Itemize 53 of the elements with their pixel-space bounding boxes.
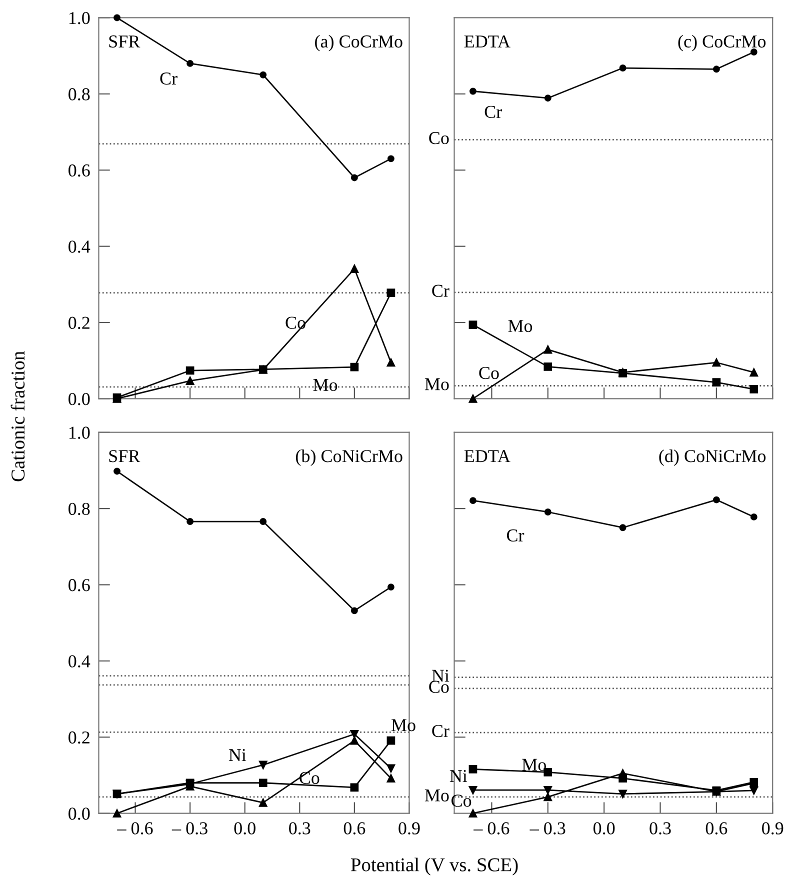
- text: (b) CoNiCrMo: [296, 450, 402, 466]
- annotation: SFR: [109, 35, 140, 48]
- y-tick-label: 0.4: [68, 655, 90, 668]
- series-label: Cr: [484, 106, 502, 118]
- text: (d) CoNiCrMo: [659, 450, 766, 466]
- y-tick-label: 0.8: [68, 502, 90, 516]
- series-label: Co: [479, 366, 499, 380]
- x-tick-label: – 0.3: [530, 822, 566, 834]
- y-tick-label: 0.6: [68, 579, 90, 592]
- y-tick-label: 0.8: [68, 88, 90, 100]
- x-tick-label: 0.6: [706, 822, 728, 834]
- ref-line-label: Cr: [432, 284, 450, 297]
- series-label: Ni: [228, 749, 246, 761]
- ref-line-label: Mo: [424, 378, 449, 390]
- series-label: Co: [451, 794, 472, 807]
- series-label: Co: [286, 316, 306, 329]
- x-tick-label: 0.9: [762, 822, 784, 834]
- x-tick-label: 0.6: [344, 822, 366, 834]
- ref-line-label: Mo: [424, 789, 449, 802]
- x-tick-label: 0.0: [234, 822, 256, 834]
- annotation: SFR: [109, 450, 140, 462]
- y-tick-label: 0.2: [68, 316, 90, 330]
- y-tick-label: 0.6: [68, 164, 90, 177]
- x-tick-label: – 0.6: [117, 822, 153, 834]
- series-label: Ni: [450, 770, 468, 782]
- text: (c) CoCrMo: [678, 34, 766, 52]
- y-tick-label: 1.0: [69, 12, 90, 24]
- y-tick-label: 1.0: [69, 426, 90, 439]
- series-label: Cr: [506, 529, 524, 542]
- series-label: Mo: [313, 379, 338, 392]
- annotation: EDTA: [464, 450, 510, 462]
- x-tick-label: 0.3: [650, 822, 671, 834]
- y-tick-label: 0.0: [68, 392, 90, 406]
- x-axis-title: Potential (V vs. SCE): [350, 858, 518, 876]
- text: (a) CoCrMo: [315, 34, 402, 52]
- series-label: Mo: [391, 719, 416, 732]
- ref-line-label: Cr: [432, 724, 450, 738]
- y-tick-label: 0.0: [68, 808, 90, 820]
- x-tick-label: – 0.3: [172, 822, 208, 834]
- ref-line-label: Ni: [432, 670, 450, 682]
- x-tick-label: – 0.6: [474, 822, 510, 834]
- y-tick-label: 0.2: [68, 731, 90, 744]
- x-tick-label: 0.3: [289, 822, 310, 834]
- annotation: EDTA: [464, 35, 510, 48]
- y-axis-title: Cationic fraction: [10, 351, 25, 482]
- ref-line-label: Co: [429, 680, 449, 693]
- y-tick-label: 0.4: [68, 240, 90, 253]
- series-label: Mo: [508, 320, 532, 332]
- x-tick-label: 0.9: [398, 822, 420, 834]
- series-label: Cr: [160, 72, 178, 85]
- ref-line-label: Co: [429, 132, 449, 144]
- x-tick-label: 0.0: [593, 822, 615, 834]
- series-label: Mo: [522, 758, 546, 771]
